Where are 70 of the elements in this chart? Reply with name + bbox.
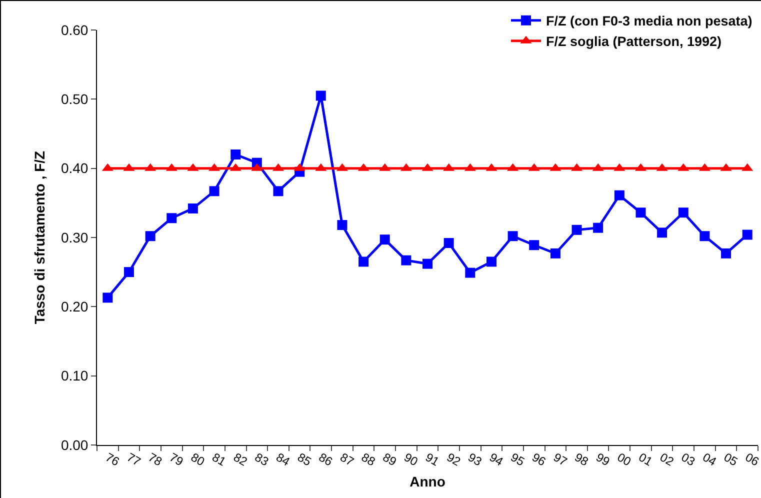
point — [657, 228, 668, 238]
point — [166, 213, 177, 224]
x-tick-label: 06 — [742, 450, 761, 470]
x-tick-label: 76 — [103, 450, 122, 470]
legend-label: F/Z (con F0-3 media non pesata) — [546, 14, 752, 29]
x-tick-label: 78 — [146, 450, 165, 470]
point — [678, 208, 688, 218]
point — [721, 248, 732, 258]
y-tick-label: 0.20 — [60, 298, 88, 315]
x-tick-label: 77 — [124, 450, 144, 470]
x-tick-label: 00 — [614, 450, 634, 470]
x-tick-label: 03 — [678, 450, 698, 470]
x-tick-label: 05 — [722, 450, 740, 470]
x-tick-label: 86 — [316, 450, 336, 470]
point — [401, 255, 412, 266]
x-tick-label: 84 — [274, 450, 293, 470]
point — [636, 208, 646, 218]
point — [444, 238, 454, 248]
y-tick-label: 0.00 — [60, 436, 88, 453]
x-tick-label: 95 — [508, 450, 528, 470]
x-tick-label: 87 — [338, 450, 357, 470]
point — [529, 240, 540, 250]
x-tick-label: 98 — [572, 450, 592, 470]
x-tick-label: 93 — [466, 450, 484, 470]
y-tick-label: 0.50 — [60, 91, 88, 108]
x-tick-label: 85 — [295, 450, 314, 470]
point — [465, 268, 476, 278]
y-tick-label: 0.30 — [60, 229, 88, 246]
x-tick-label: 81 — [210, 450, 229, 470]
point — [124, 267, 134, 278]
x-tick-label: 92 — [444, 450, 464, 470]
point — [209, 186, 220, 196]
point — [358, 256, 369, 267]
x-tick-label: 90 — [402, 450, 421, 470]
x-tick-label: 91 — [423, 450, 442, 470]
point — [380, 234, 390, 245]
x-tick-label: 88 — [359, 450, 378, 470]
point — [102, 292, 113, 303]
x-tick-label: 79 — [167, 450, 186, 470]
point — [742, 230, 752, 240]
x-tick-label: 01 — [636, 450, 656, 470]
x-tick-label: 94 — [486, 450, 506, 470]
x-tick-label: 83 — [252, 450, 272, 470]
y-axis-title: Tasso di sfrutamento , F/Z — [32, 150, 48, 324]
x-tick-label: 82 — [231, 450, 250, 470]
point — [700, 231, 710, 242]
x-tick-label: 89 — [380, 450, 400, 470]
x-tick-label: 80 — [188, 450, 208, 470]
point — [550, 248, 560, 258]
x-tick-label: 02 — [658, 450, 676, 470]
y-tick-label: 0.60 — [60, 22, 88, 38]
y-tick-label: 0.10 — [60, 368, 88, 384]
x-axis-title: Anno — [410, 473, 446, 490]
point — [337, 220, 348, 230]
x-tick-label: 96 — [530, 450, 548, 470]
point — [230, 150, 241, 160]
y-tick-label: 0.40 — [60, 160, 88, 176]
point — [188, 203, 198, 214]
point — [486, 256, 496, 267]
point — [273, 186, 284, 196]
point — [145, 231, 156, 242]
x-tick-label: 04 — [700, 450, 720, 470]
x-tick-label: 99 — [594, 450, 612, 470]
x-tick-label: 97 — [550, 450, 570, 470]
point — [614, 190, 624, 200]
legend-label: F/Z soglia (Patterson, 1992) — [546, 34, 722, 50]
point — [593, 222, 604, 233]
point — [422, 258, 432, 269]
point — [572, 224, 582, 235]
point — [508, 231, 518, 242]
